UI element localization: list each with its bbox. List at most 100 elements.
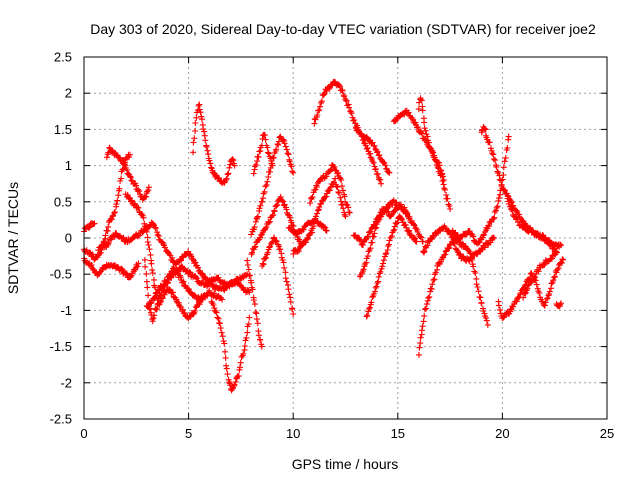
data-point [249,249,256,256]
data-point [544,295,550,302]
data-point [221,340,228,347]
data-point [417,233,424,240]
data-point [426,293,433,300]
data-point [369,239,376,246]
data-point [413,124,420,131]
data-point [491,209,498,215]
data-point [235,373,242,379]
data-point [548,280,555,287]
data-point [494,168,501,175]
data-point [304,236,311,242]
data-point [495,169,502,176]
data-point [127,273,134,280]
data-point [251,301,258,308]
data-point [419,130,426,137]
data-point [416,344,423,351]
data-point [437,172,444,179]
data-point [495,302,502,309]
data-point [370,159,377,166]
data-point [323,227,330,234]
data-point [500,164,507,171]
data-point [262,183,269,190]
x-tick-label: 20 [495,426,509,441]
data-point [470,233,477,240]
data-point [246,314,253,321]
data-point [369,294,376,301]
data-point [508,199,515,206]
data-point [111,209,118,216]
data-point [393,220,400,227]
data-point [275,142,282,148]
data-point [199,116,205,123]
data-point [266,218,273,225]
data-point [259,198,266,205]
data-point [388,233,395,240]
data-point [463,231,470,238]
data-point [193,114,200,121]
data-point [473,281,480,288]
data-point [282,269,289,276]
data-point [341,93,348,100]
data-point [377,176,384,183]
data-point [179,306,186,313]
data-point [376,216,383,223]
data-point [240,350,247,357]
data-point [373,224,380,231]
data-point [351,117,358,124]
data-point [219,333,226,340]
data-point [286,158,293,165]
data-point [447,206,454,212]
data-point [333,183,340,190]
data-point [165,274,172,280]
data-point [190,256,197,263]
data-point [503,190,510,197]
data-point [196,106,203,113]
data-point [207,160,214,167]
data-point [373,283,380,290]
data-point [251,224,258,231]
data-point [377,268,384,275]
data-point [245,321,252,328]
data-point [143,278,150,285]
data-point [226,164,233,171]
data-point [421,312,428,319]
data-point [237,364,243,371]
data-point [244,257,251,264]
data-point [170,264,177,270]
data-point [217,325,224,332]
data-point [546,291,552,298]
data-point [231,162,238,169]
data-point [386,237,393,244]
grid-lines [84,57,607,419]
data-point [469,254,476,261]
data-point [542,299,549,306]
data-point [149,318,156,325]
data-point [246,273,253,279]
data-point [313,183,320,190]
data-point [200,292,207,299]
data-point [192,274,199,281]
data-point [158,284,165,291]
data-point [118,175,125,182]
data-point [141,256,148,263]
data-point [524,285,531,292]
data-point [365,248,372,255]
data-point [231,381,238,388]
data-point [441,185,448,192]
data-point [115,192,122,199]
data-point [254,213,261,220]
data-point [382,162,389,169]
data-point [108,216,115,223]
data-point [102,232,109,239]
data-point [154,229,161,236]
data-point [152,284,158,291]
data-point [192,128,199,134]
data-point [475,239,482,246]
data-point [265,150,272,157]
data-point [346,104,352,111]
data-point [486,139,493,146]
data-point [421,119,428,126]
data-point [364,144,371,151]
data-point [327,184,334,191]
